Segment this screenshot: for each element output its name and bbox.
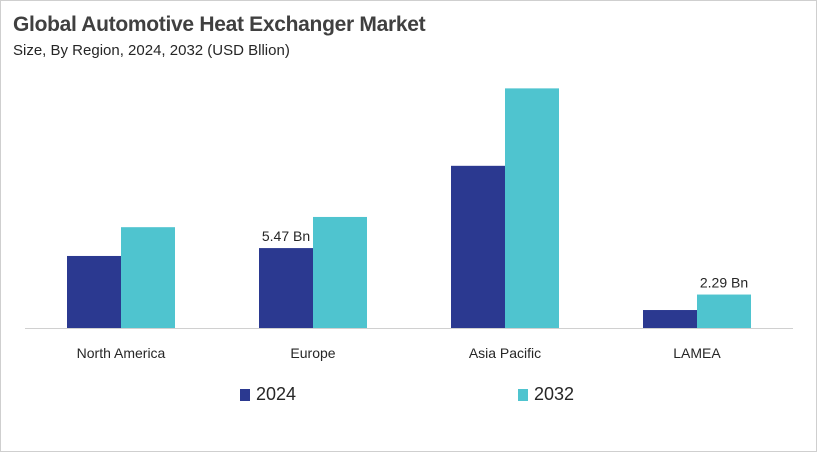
bar-2024-asia-pacific: [451, 165, 505, 328]
bar-2032-asia-pacific: [505, 88, 559, 328]
legend-item-2024: 2024: [240, 384, 296, 405]
x-tick-label: North America: [77, 345, 166, 361]
legend-label-2024: 2024: [256, 384, 297, 404]
bar-2032-lamea: [697, 294, 751, 328]
x-tick-label: Europe: [290, 345, 335, 361]
x-tick-label: LAMEA: [673, 345, 721, 361]
bar-2024-lamea: [643, 310, 697, 328]
legend-swatch-2032: [518, 388, 528, 401]
bar-2024-north-america: [67, 255, 121, 328]
legend-item-2032: 2032: [518, 384, 574, 405]
data-label: 2.29 Bn: [700, 275, 748, 291]
legend-swatch-2024: [240, 388, 250, 401]
bar-2032-europe: [313, 216, 367, 328]
x-tick-label: Asia Pacific: [469, 345, 541, 361]
bar-2024-europe: [259, 248, 313, 328]
chart-title: Global Automotive Heat Exchanger Market: [13, 13, 426, 36]
bar-2032-north-america: [121, 227, 175, 328]
legend-label-2032: 2032: [534, 384, 575, 404]
chart-subtitle: Size, By Region, 2024, 2032 (USD Bllion): [13, 42, 290, 59]
data-label: 5.47 Bn: [262, 228, 310, 244]
